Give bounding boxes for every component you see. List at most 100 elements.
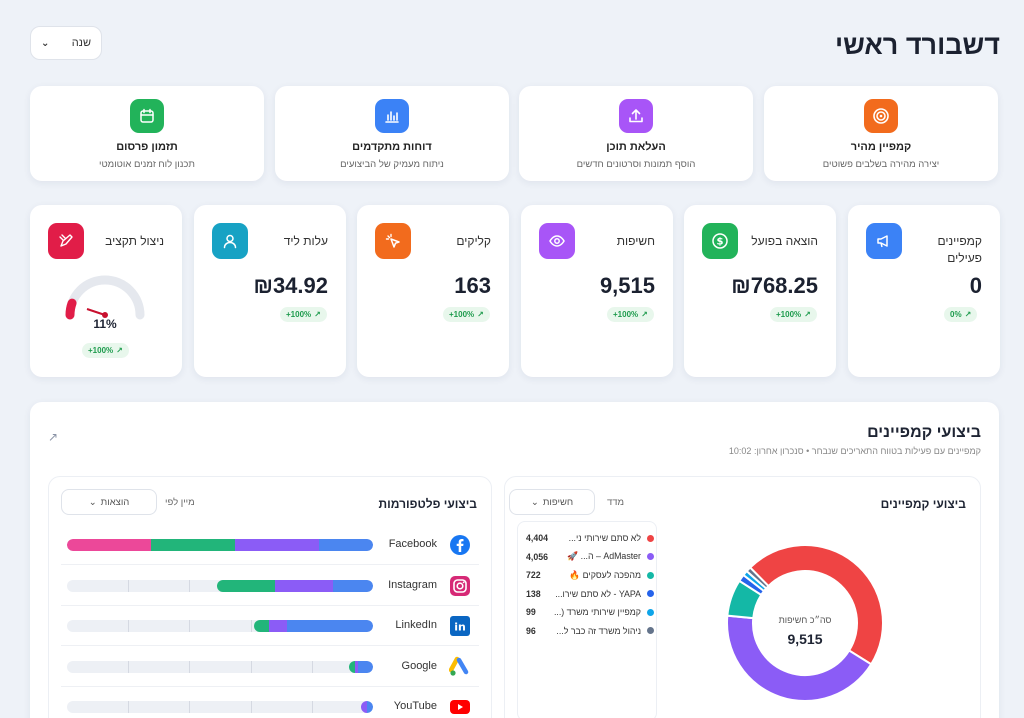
legend-item[interactable]: 4,404 לא סתם שירותי ני... <box>526 530 654 546</box>
stat-cost-per-lead: עלות ליד ₪34.92 +100% ↗ <box>194 205 346 377</box>
campaign-performance-panel: ביצועי קמפיינים קמפיינים עם פעילות בטווח… <box>30 402 999 718</box>
stat-change-value: 0% <box>950 310 962 319</box>
legend-value: 4,404 <box>526 533 549 543</box>
metric-label: מדד <box>607 497 625 508</box>
metric-select[interactable]: חשיפות ⌄ <box>509 489 595 515</box>
stat-label: הוצאה בפועל <box>751 234 818 248</box>
platform-row-facebook[interactable]: Facebook <box>61 525 479 565</box>
stat-change-badge: +100% ↗ <box>280 307 327 322</box>
stat-change-badge: +100% ↗ <box>607 307 654 322</box>
metric-select-value: חשיפות <box>542 496 574 508</box>
bar-segment <box>253 620 269 632</box>
chevron-down-icon: ⌄ <box>530 496 539 508</box>
platform-row-linkedin[interactable]: LinkedIn in <box>61 606 479 646</box>
trend-up-icon: ↗ <box>641 310 648 319</box>
platform-bar <box>67 620 373 632</box>
bar-segment <box>360 701 367 713</box>
legend-name: AdMaster – ה... 🚀 <box>567 551 641 561</box>
platforms-chart-card: ביצועי פלטפורמות מיין לפי הוצאות ⌄ Facebo… <box>48 476 492 718</box>
quick-action-subtitle: יצירה מהירה בשלבים פשוטים <box>822 159 940 170</box>
stat-change-value: +100% <box>286 310 312 319</box>
dollar-icon: $ <box>702 223 738 259</box>
legend-item[interactable]: 138 YAPA - לא סתם שירו... <box>526 586 654 602</box>
sort-select[interactable]: הוצאות ⌄ <box>61 489 157 515</box>
trend-up-icon: ↗ <box>477 310 484 319</box>
bar-tick <box>128 660 130 673</box>
quick-action-title: תזמון פרסום <box>116 141 178 153</box>
donut-slice[interactable] <box>726 614 873 702</box>
campaign-legend: 4,404 לא סתם שירותי ני... 4,056 AdMaster – … <box>517 521 657 718</box>
stat-value: 0 <box>969 273 982 298</box>
campaign-donut <box>726 544 884 702</box>
legend-dot <box>647 590 654 597</box>
bar-tick <box>128 701 130 713</box>
google-ads-icon <box>449 656 471 678</box>
bar-tick <box>128 620 130 632</box>
quick-action-upload[interactable]: העלאת תוכן הוסף תמונות וסרטונים חדשים <box>519 86 753 181</box>
stat-label: קמפיינים פעילים <box>937 234 982 265</box>
platform-name: LinkedIn <box>395 619 437 631</box>
bar-segment <box>287 620 373 632</box>
bar-tick <box>128 579 130 592</box>
donut-slice[interactable] <box>748 544 884 666</box>
panel-title: ביצועי קמפיינים <box>867 424 981 441</box>
stat-clicks: קליקים 163 +100% ↗ <box>357 205 509 377</box>
bar-tick <box>311 701 313 713</box>
sort-label: מיין לפי <box>165 497 195 508</box>
stat-value: 9,515 <box>599 273 655 298</box>
stat-change-value: +100% <box>88 346 114 355</box>
quick-action-subtitle: תכנון לוח זמנים אוטומטי <box>99 159 195 170</box>
quick-action-title: העלאת תוכן <box>606 141 666 153</box>
platform-bar <box>67 701 373 713</box>
legend-item[interactable]: 4,056 AdMaster – ה... 🚀 <box>526 549 654 565</box>
card-title: ביצועי קמפיינים <box>880 497 966 511</box>
legend-dot <box>647 553 654 560</box>
platform-row-youtube[interactable]: YouTube <box>61 687 479 718</box>
facebook-icon <box>449 534 471 556</box>
pencil-ruler-icon <box>48 223 84 259</box>
page-title: דשבורד ראשי <box>835 30 1000 60</box>
platform-bar <box>67 579 373 592</box>
donut-slice[interactable] <box>745 566 770 590</box>
platform-row-google[interactable]: Google <box>61 647 479 687</box>
trend-up-icon: ↗ <box>964 310 972 319</box>
quick-action-schedule[interactable]: תזמון פרסום תכנון לוח זמנים אוטומטי <box>30 86 264 181</box>
sort-select-value: הוצאות <box>100 496 130 508</box>
stat-change-value: +100% <box>776 310 802 319</box>
platform-name: Google <box>401 659 437 672</box>
stat-value: 163 <box>454 273 491 298</box>
quick-action-campaign[interactable]: קמפיין מהיר יצירה מהירה בשלבים פשוטים <box>764 86 998 181</box>
user-icon <box>212 223 248 259</box>
platform-row-instagram[interactable]: Instagram <box>61 566 479 606</box>
gauge-fill <box>65 298 77 320</box>
donut-total: 9,515 <box>787 631 823 647</box>
bar-tick <box>189 660 191 673</box>
period-select[interactable]: ⌄ שנה <box>30 26 102 60</box>
last-sync: סנכרון אחרון: 10:02 <box>728 446 804 456</box>
svg-text:in: in <box>454 621 466 634</box>
eye-icon <box>539 223 575 259</box>
legend-dot <box>647 608 654 616</box>
donut-label: סה״כ חשיפות <box>778 615 832 625</box>
quick-action-reports[interactable]: דוחות מתקדמים ניתוח מעמיק של הביצועים <box>275 86 509 181</box>
stat-actual-spend: הוצאה בפועל $ ₪768.25 +100% ↗ <box>684 205 836 377</box>
platform-name: YouTube <box>393 700 437 712</box>
trend-icon[interactable]: ↗ <box>48 430 59 444</box>
legend-item[interactable]: 99 קמפיין שירותי משרד (... <box>526 604 654 620</box>
quick-action-subtitle: הוסף תמונות וסרטונים חדשים <box>576 159 696 170</box>
legend-value: 138 <box>526 588 541 599</box>
trend-up-icon: ↗ <box>804 310 811 319</box>
legend-name: לא סתם שירותי ני... <box>568 533 641 543</box>
chevron-down-icon: ⌄ <box>41 37 50 49</box>
trend-up-icon: ↗ <box>116 346 123 355</box>
stat-label: עלות ליד <box>283 234 328 248</box>
legend-item[interactable]: 722 מהפכה לעסקים 🔥 <box>526 567 654 583</box>
legend-item[interactable]: 96 ניהול משרד זה כבר ל... <box>526 623 654 639</box>
campaigns-chart-card: ביצועי קמפיינים מדד חשיפות ⌄ 4,404 לא סתם … <box>504 476 981 718</box>
bar-tick <box>250 620 252 632</box>
stat-value: ₪34.92 <box>253 273 329 298</box>
legend-dot <box>647 627 654 634</box>
period-select-value: שנה <box>71 37 91 49</box>
linkedin-icon: in <box>449 615 471 637</box>
upload-icon <box>619 99 653 133</box>
